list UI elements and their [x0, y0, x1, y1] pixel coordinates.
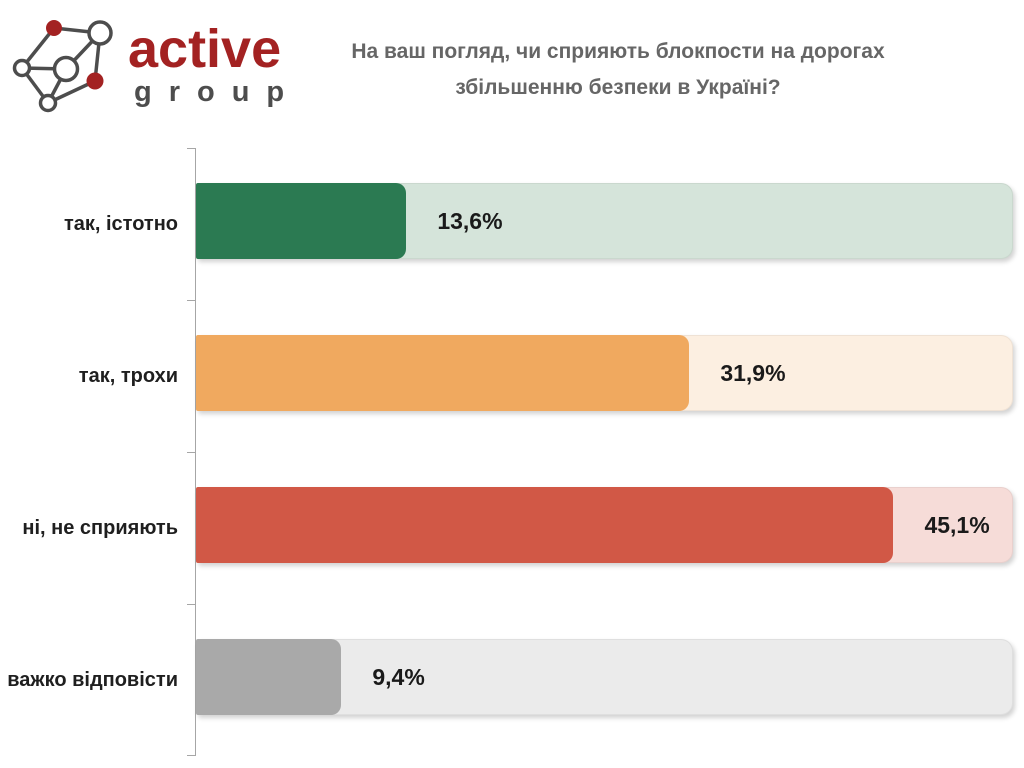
bar	[196, 183, 407, 259]
logo: active group	[8, 6, 308, 121]
bar-chart: так, істотно 13,6% так, трохи 31,9% ні, не с…	[0, 148, 1024, 756]
chart-row: важко відповісти 9,4%	[0, 604, 1024, 756]
logo-brand-text: active	[128, 19, 282, 79]
chart-title: На ваш погляд, чи сприяють блокпости на …	[338, 34, 898, 106]
bar	[196, 639, 342, 715]
category-label: важко відповісти	[7, 668, 178, 691]
bar-track: 13,6%	[196, 183, 1013, 259]
bar	[196, 335, 690, 411]
y-axis-line	[195, 148, 196, 756]
axis-tick	[187, 452, 195, 453]
axis-tick	[187, 604, 195, 605]
bar-track: 45,1%	[196, 487, 1013, 563]
bar	[196, 487, 894, 563]
value-label: 45,1%	[924, 511, 990, 538]
bar-track: 31,9%	[196, 335, 1013, 411]
chart-title-line2: збільшенню безпеки в Україні?	[455, 76, 781, 99]
chart-title-line1: На ваш погляд, чи сприяють блокпости на …	[351, 40, 885, 63]
value-label: 9,4%	[372, 663, 425, 690]
category-label: так, істотно	[63, 212, 178, 235]
chart-row: так, трохи 31,9%	[0, 300, 1024, 452]
value-label: 31,9%	[720, 359, 786, 386]
chart-row: так, істотно 13,6%	[0, 148, 1024, 300]
logo-sub-text: group	[134, 76, 302, 108]
category-label: так, трохи	[78, 364, 178, 387]
axis-tick	[187, 300, 195, 301]
bar-track: 9,4%	[196, 639, 1013, 715]
axis-tick	[187, 755, 195, 756]
category-label: ні, не сприяють	[22, 516, 178, 539]
network-logo-icon	[12, 20, 113, 113]
axis-tick	[187, 148, 195, 149]
value-label: 13,6%	[437, 207, 503, 234]
chart-row: ні, не сприяють 45,1%	[0, 452, 1024, 604]
